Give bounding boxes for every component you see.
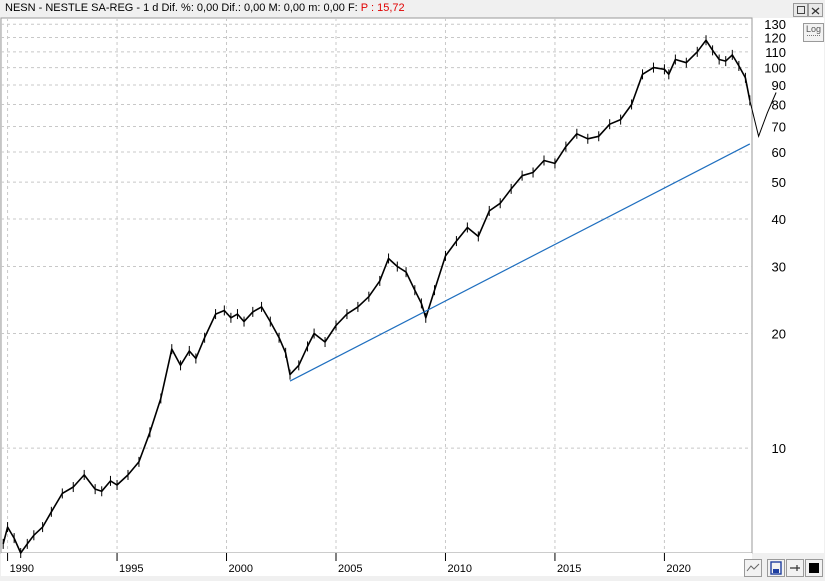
- log-scale-icon: [807, 35, 820, 36]
- projection-line: [749, 92, 777, 138]
- y-tick-label: 130: [764, 17, 786, 32]
- x-tick-label: 2015: [557, 563, 581, 575]
- y-tick-label: 100: [764, 61, 786, 76]
- y-tick-label: 120: [764, 30, 786, 45]
- y-axis-panel: [752, 18, 824, 553]
- y-tick-label: 80: [772, 97, 786, 112]
- x-tick-label: 2005: [338, 563, 362, 575]
- chart-header: NESN - NESTLE SA-REG - 1 d Dif. %: 0,00 …: [5, 2, 405, 14]
- zoom-icon: [746, 563, 760, 572]
- y-tick-label: 60: [772, 145, 786, 160]
- save-button[interactable]: [767, 559, 785, 577]
- restore-icon: [797, 6, 805, 14]
- x-tick-label: 2010: [447, 563, 471, 575]
- log-label: Log: [805, 24, 822, 34]
- color-swatch-icon: [809, 563, 819, 573]
- pin-button[interactable]: [786, 559, 804, 577]
- save-icon: [770, 561, 782, 575]
- p-value: P : 15,72: [360, 2, 405, 14]
- header-title: NESN - NESTLE SA-REG - 1 d Dif. %: 0,00 …: [5, 2, 358, 14]
- y-tick-label: 70: [772, 120, 786, 135]
- y-tick-label: 110: [765, 45, 786, 60]
- x-tick-label: 1990: [10, 563, 34, 575]
- close-icon: [811, 7, 820, 15]
- close-button[interactable]: [808, 3, 823, 17]
- zoom-button[interactable]: [744, 559, 762, 577]
- y-tick-label: 40: [772, 212, 786, 227]
- pin-icon: [790, 565, 800, 571]
- y-tick-label: 30: [772, 260, 786, 275]
- y-tick-label: 10: [772, 441, 786, 456]
- x-axis-panel: [1, 553, 752, 576]
- log-scale-button[interactable]: Log: [803, 23, 824, 42]
- restore-button[interactable]: [793, 3, 808, 17]
- trend-line: [289, 143, 751, 382]
- color-button[interactable]: [805, 559, 823, 577]
- price-line: [2, 39, 751, 554]
- y-tick-label: 90: [772, 78, 786, 93]
- y-tick-label: 20: [772, 327, 786, 342]
- y-tick-label: 50: [772, 175, 786, 190]
- x-tick-label: 2000: [229, 563, 253, 575]
- x-tick-label: 1995: [119, 563, 143, 575]
- x-tick-label: 2020: [666, 563, 690, 575]
